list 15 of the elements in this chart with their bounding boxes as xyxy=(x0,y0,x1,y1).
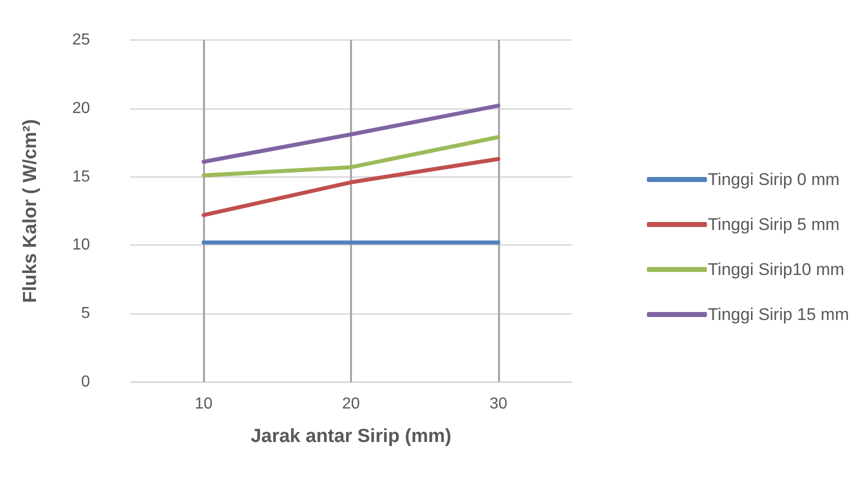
legend-label: Tinggi Sirip10 mm xyxy=(708,260,844,279)
x-tick-label: 20 xyxy=(342,396,360,412)
y-tick-label: 25 xyxy=(72,32,90,48)
y-tick-label: 20 xyxy=(72,100,90,117)
x-axis-title: Jarak antar Sirip (mm) xyxy=(250,426,452,447)
legend-label: Tinggi Sirip 5 mm xyxy=(708,215,840,234)
x-tick-label: 30 xyxy=(489,396,508,412)
y-tick-label: 10 xyxy=(72,236,90,254)
y-tick-label: 5 xyxy=(81,305,90,322)
legend-label: Tinggi Sirip 0 mm xyxy=(708,170,840,189)
y-axis-title: Fluks Kalor ( W/cm²) xyxy=(20,119,41,303)
y-tick-label: 15 xyxy=(72,168,90,186)
y-tick-label: 0 xyxy=(81,374,90,390)
x-tick-label: 10 xyxy=(194,396,213,412)
legend-label: Tinggi Sirip 15 mm xyxy=(708,305,850,324)
